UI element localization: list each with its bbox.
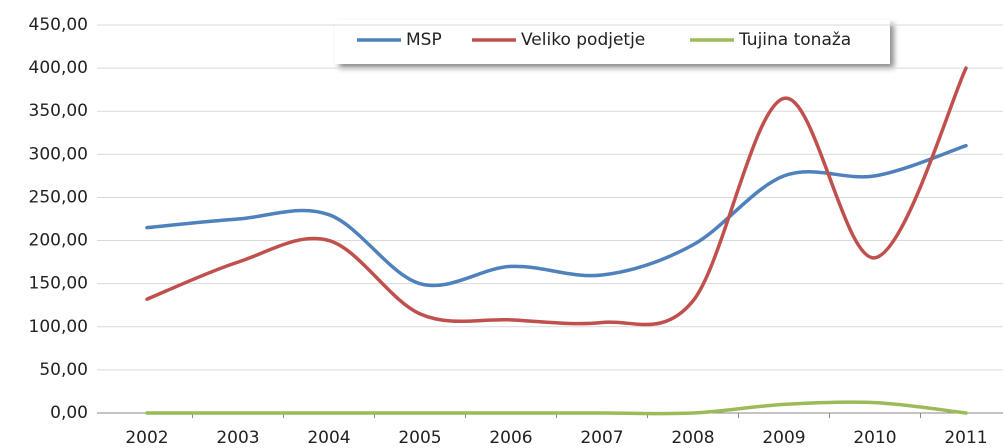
y-tick-label: 450,00: [29, 15, 88, 35]
x-tick-label: 2010: [853, 428, 896, 448]
legend-label: Veliko podjetje: [521, 30, 645, 50]
y-tick-label: 250,00: [29, 187, 88, 207]
y-tick-label: 50,00: [39, 360, 88, 380]
legend-box: [335, 20, 890, 64]
y-tick-label: 0,00: [50, 403, 88, 423]
x-tick-label: 2003: [216, 428, 259, 448]
x-tick-label: 2007: [580, 428, 623, 448]
y-tick-label: 100,00: [29, 317, 88, 337]
legend-label: Tujina tonaža: [738, 30, 851, 50]
series-line: [145, 400, 968, 416]
x-tick-label: 2004: [307, 428, 350, 448]
y-tick-label: 400,00: [29, 58, 88, 78]
series-line: [145, 66, 968, 327]
y-tick-label: 150,00: [29, 274, 88, 294]
x-tick-label: 2008: [671, 428, 714, 448]
series-line: [145, 143, 968, 288]
x-tick-label: 2009: [762, 428, 805, 448]
x-tick-label: 2005: [398, 428, 441, 448]
y-tick-label: 300,00: [29, 144, 88, 164]
y-tick-label: 200,00: [29, 231, 88, 251]
y-tick-label: 350,00: [29, 101, 88, 121]
legend-label: MSP: [406, 30, 442, 50]
x-tick-label: 2006: [489, 428, 532, 448]
x-tick-label: 2011: [944, 428, 987, 448]
x-tick-label: 2002: [125, 428, 168, 448]
